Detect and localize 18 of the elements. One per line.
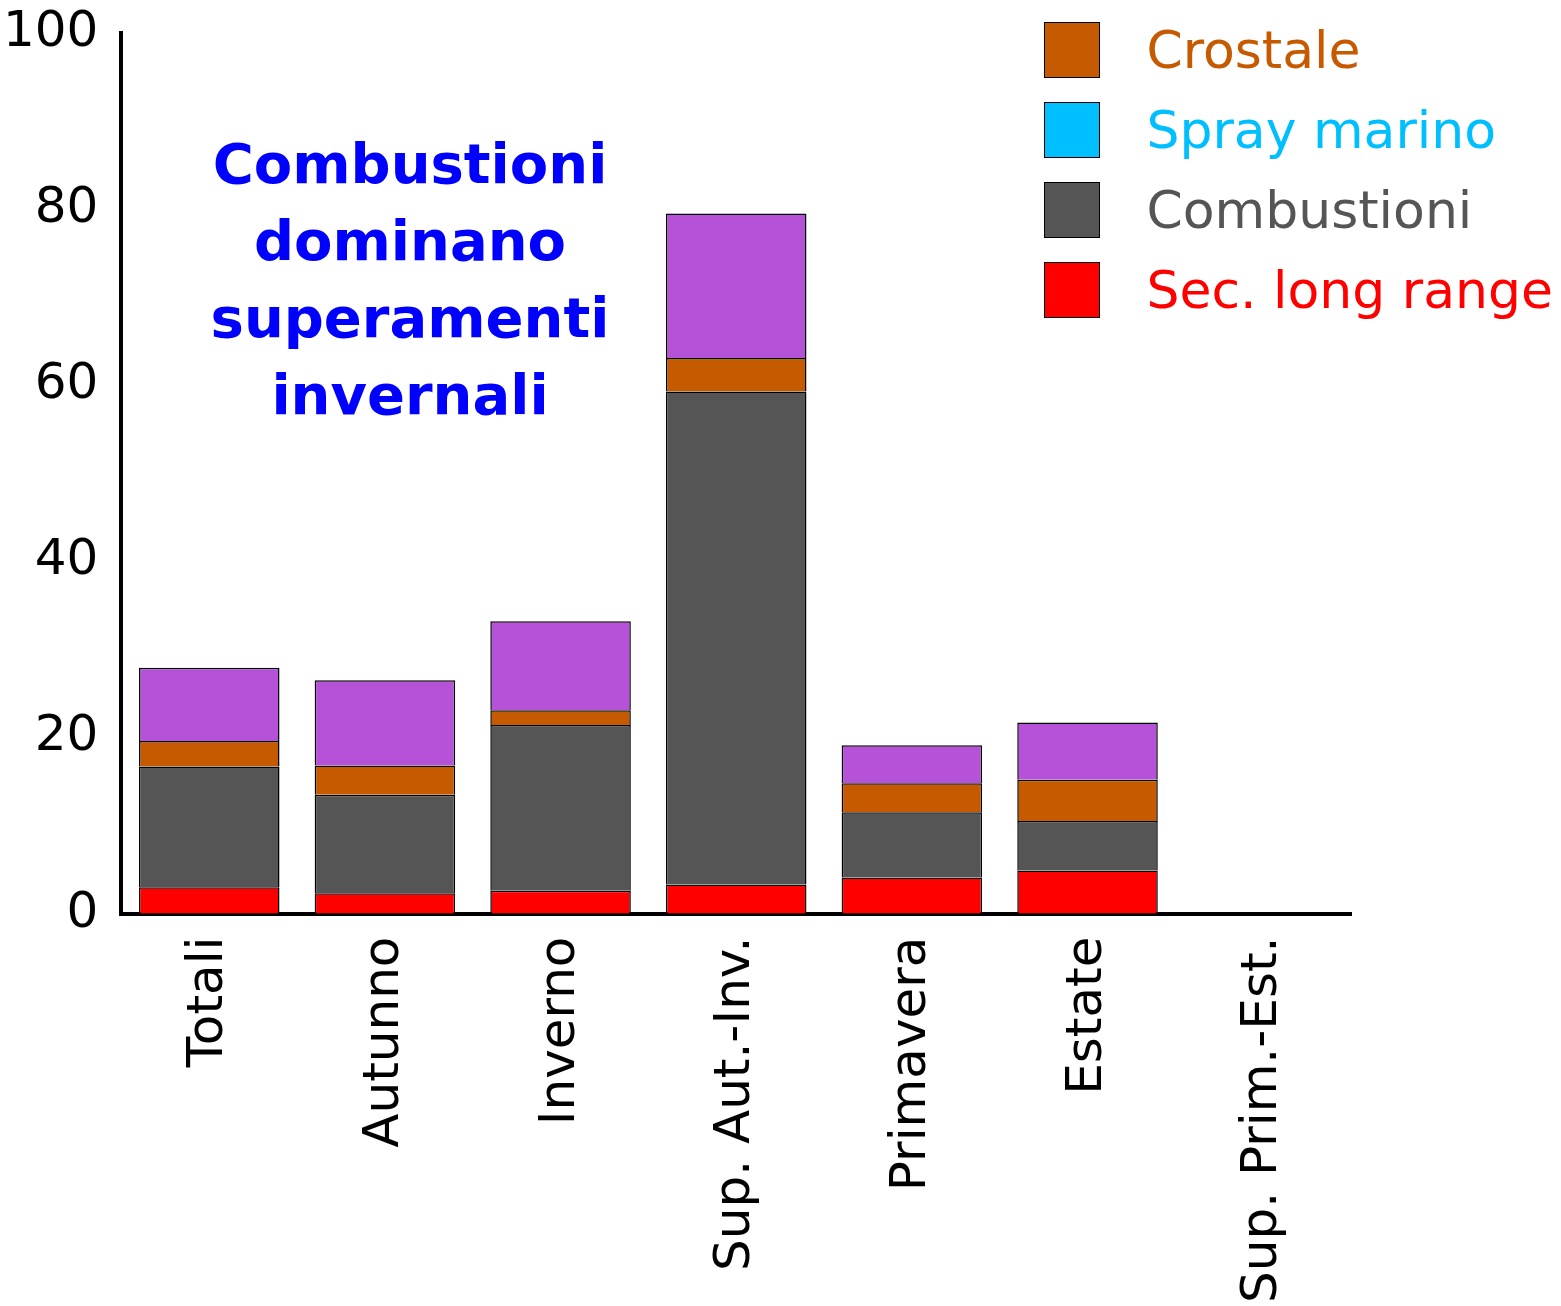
y-tick-label: 60 — [34, 352, 99, 411]
y-tick-label: 80 — [34, 176, 99, 235]
y-tick-label: 40 — [34, 528, 99, 587]
y-tick-label: 0 — [66, 880, 99, 939]
x-tick-label: Estate — [1054, 936, 1113, 1095]
y-tick-label: 20 — [34, 704, 99, 763]
legend-label: Combustioni — [1146, 179, 1473, 242]
x-tick-label: Autunno — [351, 936, 410, 1148]
x-tick-label: Totali — [176, 936, 235, 1069]
legend-label: Crostale — [1146, 19, 1361, 82]
legend-label: Spray marino — [1146, 99, 1497, 162]
x-tick-label: Sup. Prim.-Est. — [1230, 936, 1289, 1304]
legend-label: Sec. long range — [1146, 259, 1553, 322]
annotation: Combustioni dominano superamenti invernali — [209, 130, 611, 429]
x-tick-label: Sup. Aut.-Inv. — [703, 936, 762, 1271]
x-tick-label: Inverno — [527, 936, 586, 1126]
x-tick-label: Primavera — [878, 936, 937, 1192]
y-tick-label: 100 — [3, 0, 99, 58]
